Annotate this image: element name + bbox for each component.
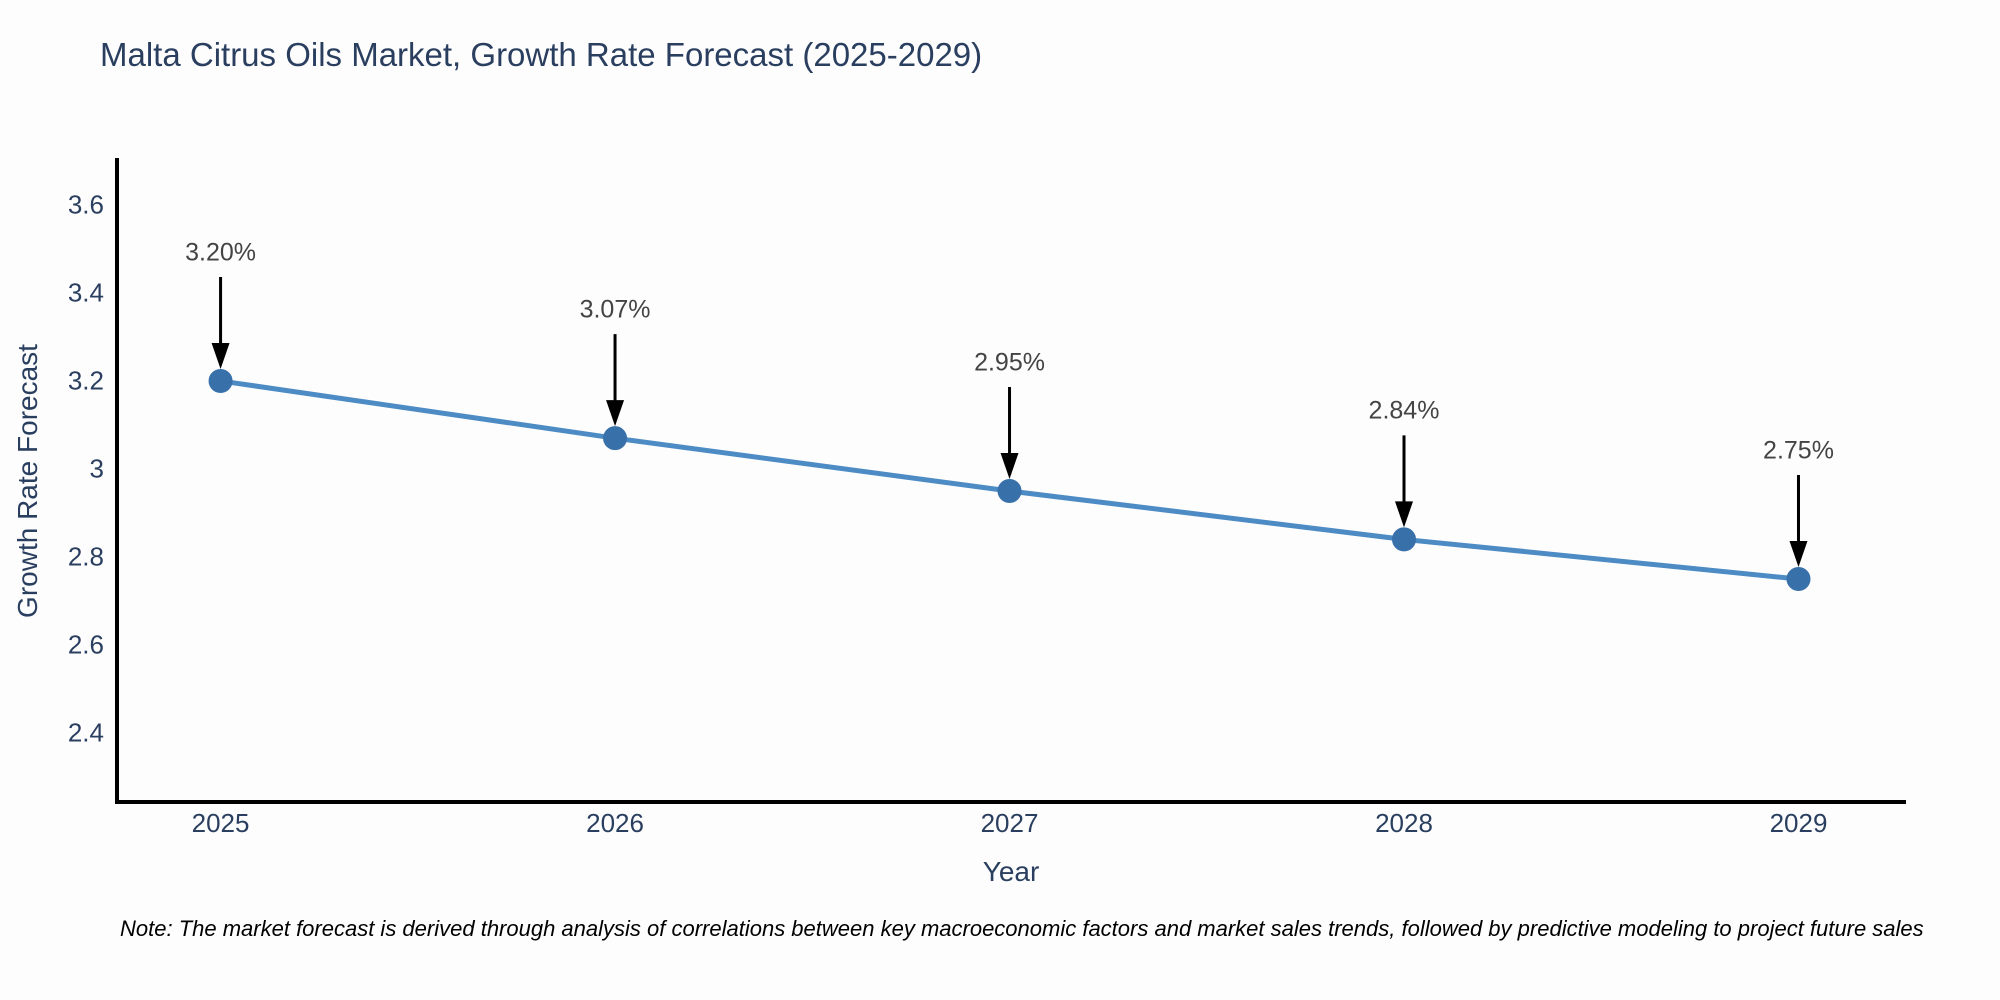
data-point-marker xyxy=(1786,567,1811,592)
x-tick-label: 2026 xyxy=(586,808,644,838)
y-tick-label: 3 xyxy=(89,453,104,484)
annotation-label: 3.07% xyxy=(579,295,651,324)
y-axis-line xyxy=(115,158,119,804)
data-point-marker xyxy=(1392,527,1417,552)
x-tick-label: 2029 xyxy=(1769,808,1828,838)
data-point-marker xyxy=(208,368,233,393)
annotation-arrowhead xyxy=(606,400,625,427)
annotation-arrowhead xyxy=(1000,453,1019,480)
data-point-marker xyxy=(603,426,628,451)
chart-title: Malta Citrus Oils Market, Growth Rate Fo… xyxy=(100,36,983,73)
annotation-arrowhead xyxy=(211,342,230,369)
annotation-arrowhead xyxy=(1395,501,1414,528)
x-tick-label: 2027 xyxy=(980,808,1039,838)
annotation-label: 2.75% xyxy=(1763,436,1834,465)
annotation-arrowhead xyxy=(1789,541,1808,568)
annotation-label: 2.95% xyxy=(974,348,1045,377)
x-tick-label: 2028 xyxy=(1375,808,1433,838)
y-tick-label: 2.4 xyxy=(67,717,104,748)
footnote: Note: The market forecast is derived thr… xyxy=(120,916,1924,941)
y-tick-label: 2.8 xyxy=(67,541,104,572)
x-axis-line xyxy=(115,800,1906,804)
y-tick-label: 3.4 xyxy=(67,277,104,308)
data-point-marker xyxy=(997,479,1022,504)
x-axis-title: Year xyxy=(982,856,1040,887)
y-tick-label: 3.6 xyxy=(67,189,104,220)
annotation-label: 3.20% xyxy=(185,238,257,267)
x-tick-label: 2025 xyxy=(191,808,250,838)
y-tick-label: 3.2 xyxy=(67,365,104,396)
y-tick-label: 2.6 xyxy=(67,629,104,660)
annotation-label: 2.84% xyxy=(1368,396,1440,425)
